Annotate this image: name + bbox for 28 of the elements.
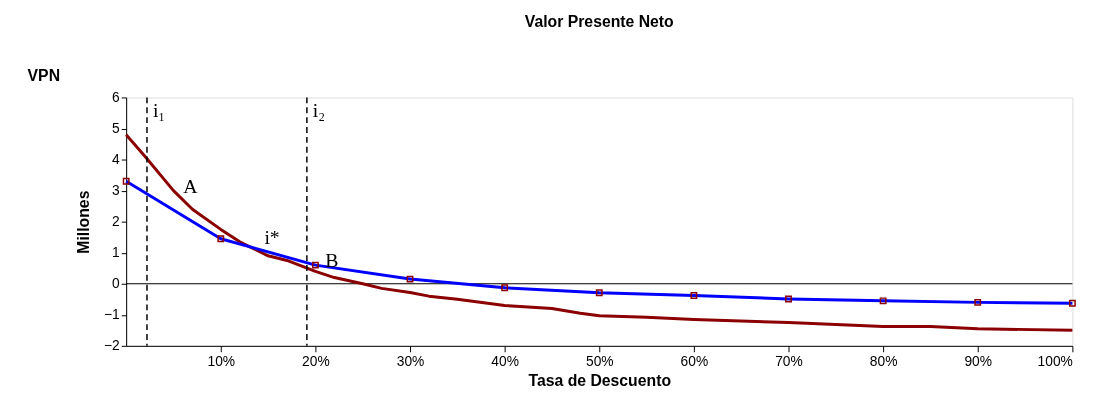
series-label: A xyxy=(183,174,199,197)
ref-line-label: i₂ xyxy=(312,99,326,122)
series-label: B xyxy=(325,249,339,272)
y-tick-label: −2 xyxy=(104,338,120,354)
y-axis-title: Millones xyxy=(75,190,93,254)
ref-line-label: i₁ xyxy=(152,99,166,122)
y-tick-label: 4 xyxy=(112,151,121,167)
y-tick-label: 0 xyxy=(112,276,121,292)
x-tick-label: 90% xyxy=(964,354,993,370)
x-tick-label: 80% xyxy=(869,354,898,370)
x-tick-label: 100% xyxy=(1037,354,1073,370)
y-tick-label: 1 xyxy=(112,245,120,261)
x-axis-title: Tasa de Descuento xyxy=(528,371,672,389)
x-tick-label: 30% xyxy=(396,354,425,370)
x-tick-label: 20% xyxy=(302,354,330,370)
y-tick-label: 3 xyxy=(112,183,121,199)
chart-title: Valor Presente Neto xyxy=(524,13,675,31)
y-tick-label: 6 xyxy=(112,89,121,105)
y-tick-label: −1 xyxy=(104,307,120,323)
x-tick-label: 10% xyxy=(207,354,236,370)
x-tick-label: 60% xyxy=(680,354,709,370)
y-tick-label: 5 xyxy=(112,120,121,136)
x-tick-label: 50% xyxy=(585,354,614,370)
x-tick-label: 70% xyxy=(775,354,803,370)
annotation: i* xyxy=(264,226,280,249)
text: VPN xyxy=(27,66,61,84)
y-tick-label: 2 xyxy=(112,214,120,230)
x-tick-label: 40% xyxy=(491,354,519,370)
